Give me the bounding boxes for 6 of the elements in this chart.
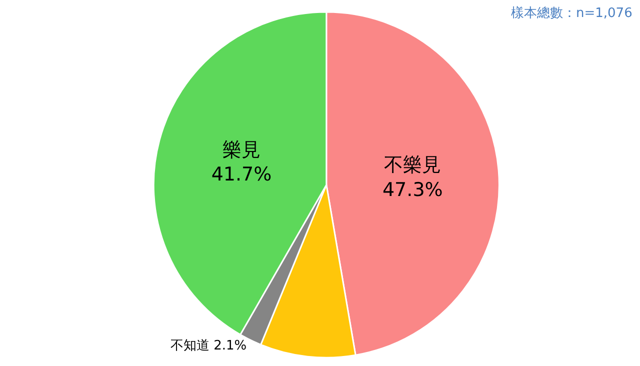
slice-label: 樂見 bbox=[222, 138, 260, 161]
text: 樣本總數：n=1,076 bbox=[511, 6, 632, 21]
slice-label: 不樂見 bbox=[384, 154, 442, 176]
slice-label: 不知道 2.1% bbox=[170, 338, 247, 354]
data-label: 47.3% bbox=[382, 178, 443, 201]
data-label: 41.7% bbox=[211, 164, 272, 186]
